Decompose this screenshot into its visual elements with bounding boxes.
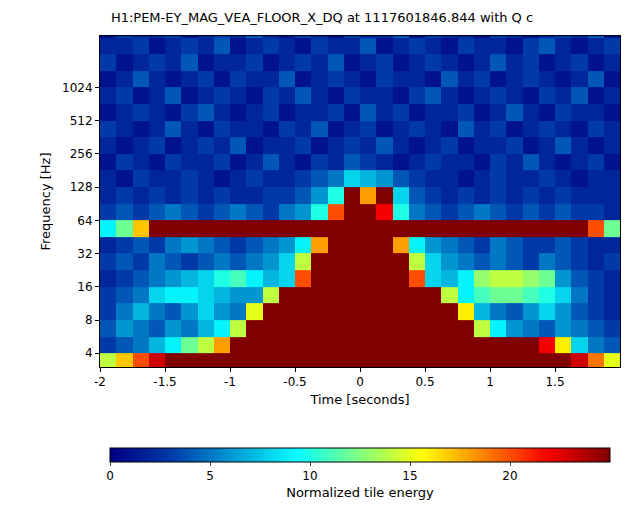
svg-text:-1: -1 (224, 375, 236, 389)
svg-text:Time [seconds]: Time [seconds] (309, 392, 409, 407)
svg-text:1024: 1024 (62, 81, 93, 95)
svg-text:-1.5: -1.5 (153, 375, 176, 389)
svg-text:0: 0 (106, 469, 114, 483)
svg-text:64: 64 (77, 214, 92, 228)
svg-text:-2: -2 (94, 375, 106, 389)
svg-text:1: 1 (486, 375, 494, 389)
svg-text:4: 4 (85, 346, 93, 360)
svg-text:5: 5 (206, 469, 214, 483)
svg-text:512: 512 (70, 114, 93, 128)
svg-text:H1:PEM-EY_MAG_VEA_FLOOR_X_DQ a: H1:PEM-EY_MAG_VEA_FLOOR_X_DQ at 11176018… (111, 10, 533, 25)
svg-text:15: 15 (402, 469, 417, 483)
svg-text:Frequency [Hz]: Frequency [Hz] (38, 152, 53, 250)
svg-text:8: 8 (85, 313, 93, 327)
svg-text:Normalized tile energy: Normalized tile energy (286, 485, 434, 500)
svg-text:256: 256 (70, 147, 93, 161)
svg-text:10: 10 (302, 469, 317, 483)
svg-text:20: 20 (502, 469, 517, 483)
svg-text:-0.5: -0.5 (283, 375, 306, 389)
svg-text:0.5: 0.5 (415, 375, 434, 389)
svg-text:1.5: 1.5 (545, 375, 564, 389)
svg-text:32: 32 (77, 247, 92, 261)
svg-text:0: 0 (356, 375, 364, 389)
svg-text:128: 128 (70, 180, 93, 194)
svg-text:16: 16 (77, 280, 92, 294)
